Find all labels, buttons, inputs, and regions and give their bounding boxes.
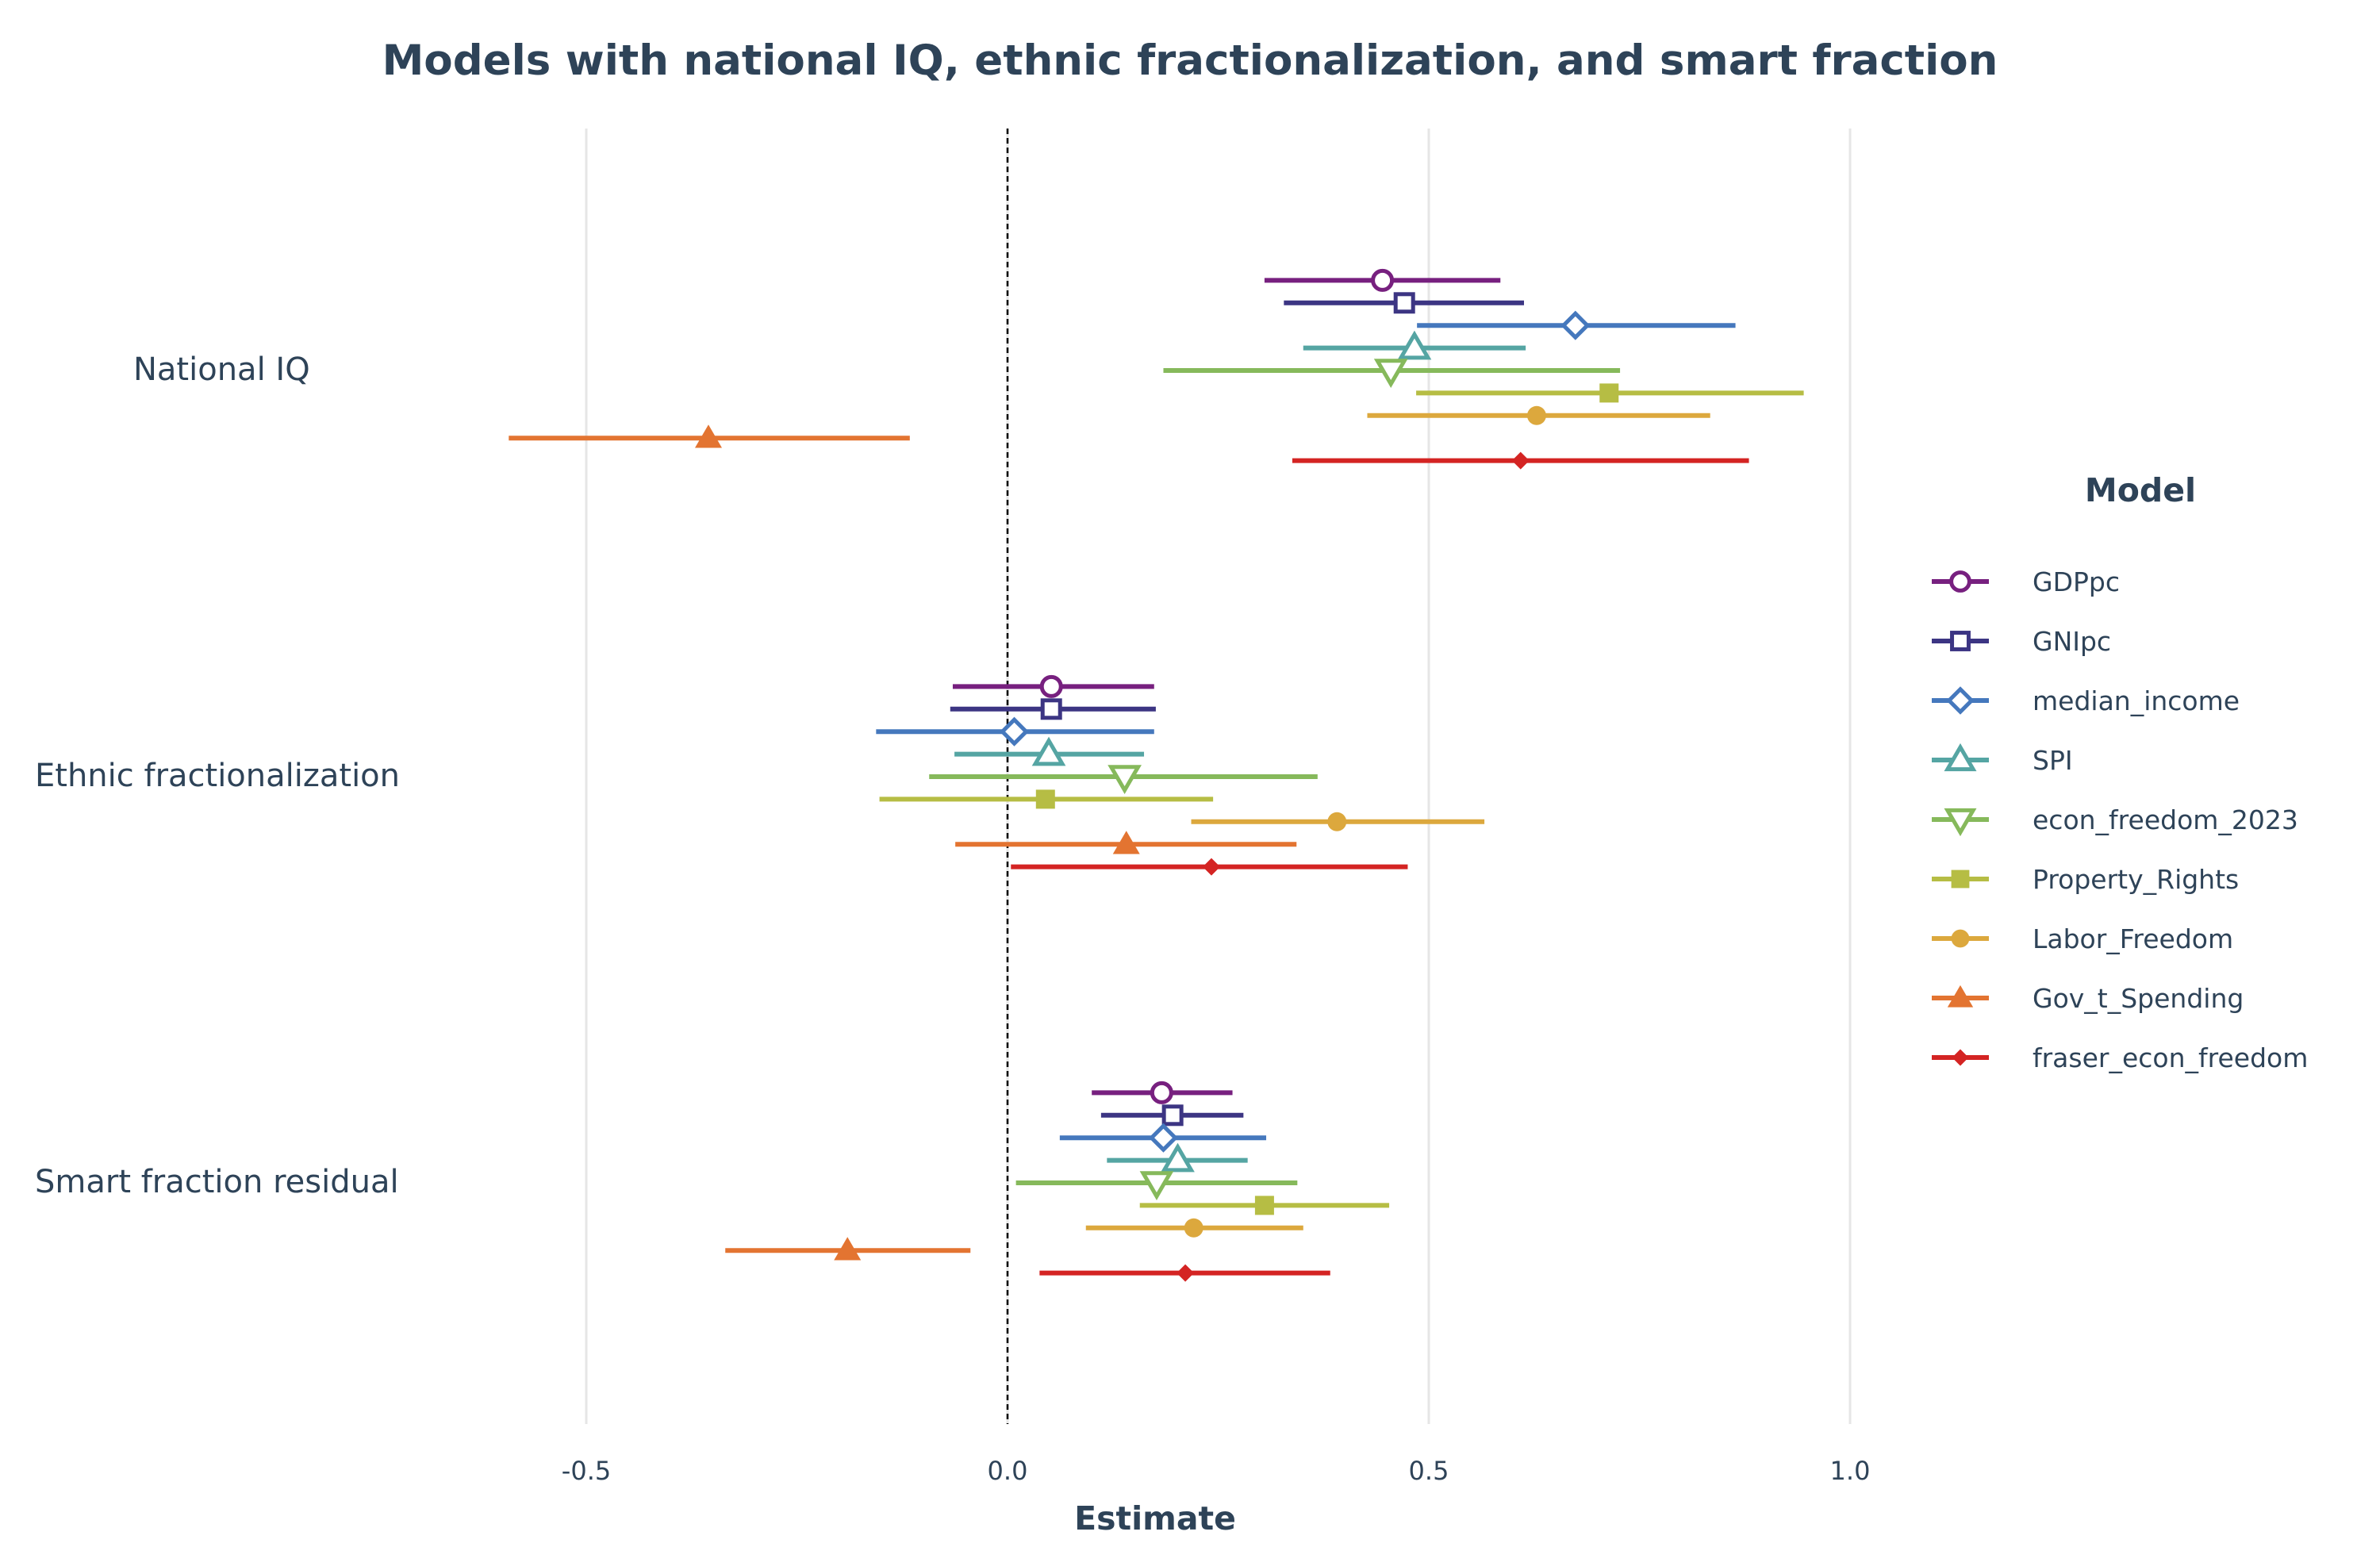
point-marker (834, 1237, 862, 1261)
point-marker (1112, 831, 1140, 854)
legend-marker (1947, 985, 1974, 1008)
series-Labor_Freedom (1085, 405, 1710, 1238)
point-marker (1107, 765, 1142, 794)
legend-marker (1952, 1049, 1969, 1066)
legend-item: Labor_Freedom (1932, 923, 2233, 954)
legend-item: econ_freedom_2023 (1932, 804, 2298, 837)
point-marker (1397, 330, 1432, 360)
legend-title: Model (2085, 471, 2196, 509)
series-GNIpc (950, 292, 1525, 1127)
legend-marker (1944, 808, 1977, 837)
point-marker (1161, 1142, 1195, 1173)
series-fraser_econ_freedom (1011, 451, 1749, 1282)
legend-label: econ_freedom_2023 (2033, 804, 2298, 835)
point-marker (1203, 858, 1221, 876)
point-marker (1139, 1171, 1174, 1200)
x-tick-labels: -0.5 0.0 0.5 1.0 (562, 1456, 1871, 1486)
legend-marker (1949, 570, 1971, 593)
point-marker (1371, 268, 1395, 292)
series-econ_freedom_2023 (929, 359, 1621, 1200)
legend-label: Property_Rights (2033, 864, 2239, 895)
point-marker (1035, 789, 1055, 809)
x-axis-label: Estimate (1074, 1499, 1236, 1537)
x-tick-label: 1.0 (1830, 1456, 1871, 1486)
point-marker (1177, 1264, 1195, 1282)
legend-marker (1946, 686, 1975, 715)
series-median_income (876, 310, 1736, 1153)
point-marker (1560, 310, 1591, 340)
point-marker (1599, 383, 1619, 403)
legend-item: Gov_t_Spending (1932, 983, 2244, 1014)
x-tick-label: 0.5 (1409, 1456, 1449, 1486)
series-Gov_t_Spending (509, 424, 1297, 1261)
point-marker (1039, 674, 1063, 698)
series-Property_Rights (879, 383, 1804, 1215)
legend: Model GDPpc GNIpc median_income SPI econ_fre… (1932, 471, 2308, 1073)
legend-label: fraser_econ_freedom (2033, 1042, 2308, 1073)
point-marker (1040, 698, 1062, 720)
estimate-series (509, 268, 1804, 1282)
point-marker (1511, 451, 1530, 470)
point-marker (999, 716, 1030, 747)
point-marker (1150, 1081, 1173, 1104)
chart-title: Models with national IQ, ethnic fraction… (382, 36, 1998, 85)
point-marker (1393, 292, 1415, 314)
point-marker (1373, 359, 1408, 388)
legend-item: GDPpc (1932, 566, 2120, 597)
legend-item: fraser_econ_freedom (1932, 1042, 2308, 1073)
legend-label: Gov_t_Spending (2033, 983, 2244, 1014)
point-marker (1526, 405, 1546, 425)
series-SPI (954, 330, 1526, 1173)
point-marker (1184, 1218, 1203, 1238)
legend-marker (1944, 743, 1977, 772)
legend-label: Labor_Freedom (2033, 923, 2233, 954)
x-tick-label: 0.0 (988, 1456, 1028, 1486)
point-marker (1254, 1196, 1274, 1215)
category-label: National IQ (133, 351, 310, 388)
x-tick-label: -0.5 (562, 1456, 611, 1486)
legend-label: SPI (2033, 745, 2073, 776)
legend-marker (1950, 631, 1971, 651)
point-marker (1148, 1123, 1179, 1153)
legend-label: median_income (2033, 685, 2240, 716)
legend-marker (1951, 929, 1970, 948)
point-marker (1031, 736, 1066, 766)
legend-item: SPI (1932, 743, 2073, 776)
legend-label: GNIpc (2033, 626, 2111, 657)
legend-marker (1951, 869, 1970, 889)
legend-item: Property_Rights (1932, 864, 2239, 895)
category-label: Smart fraction residual (35, 1164, 399, 1200)
y-tick-labels: National IQ Ethnic fractionalization Smart… (35, 351, 400, 1200)
legend-label: GDPpc (2033, 566, 2120, 597)
legend-item: GNIpc (1932, 626, 2111, 657)
legend-item: median_income (1932, 685, 2240, 716)
point-marker (694, 424, 722, 448)
point-marker (1327, 812, 1347, 831)
point-marker (1161, 1104, 1184, 1127)
category-label: Ethnic fractionalization (35, 758, 400, 794)
series-GDPpc (952, 268, 1501, 1104)
